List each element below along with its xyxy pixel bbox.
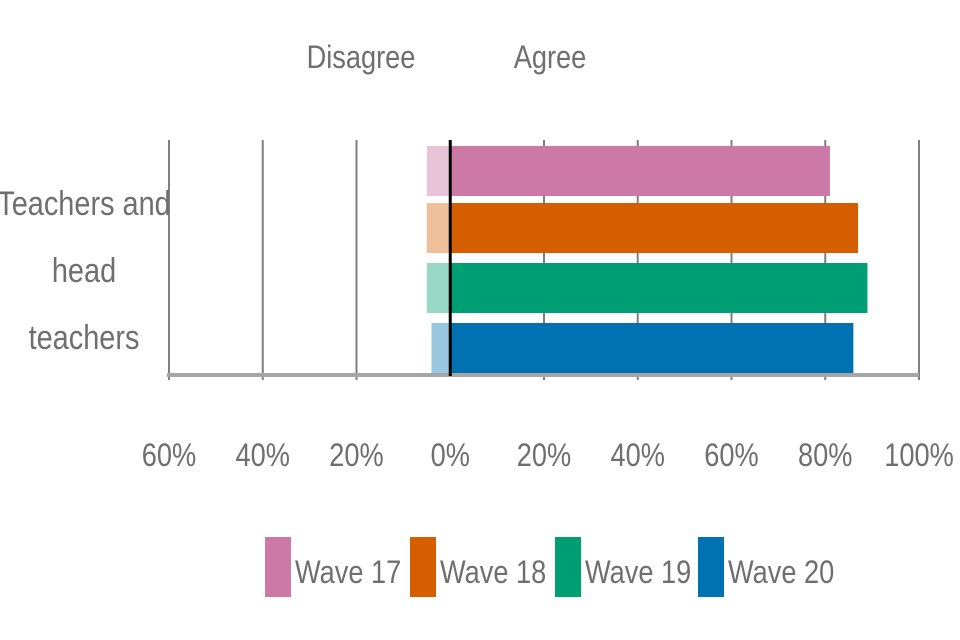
tick-label: 20% (517, 438, 571, 474)
tick-label: 100% (884, 438, 954, 474)
category-label: teachers (29, 318, 140, 357)
bar-agree-wave-18 (450, 203, 859, 253)
tick-label: 20% (329, 438, 383, 474)
legend-label: Wave 19 (585, 555, 691, 591)
legend-swatch (698, 537, 724, 597)
tick-label: 80% (798, 438, 852, 474)
legend-swatch (555, 537, 581, 597)
tick-label: 60% (142, 438, 196, 474)
tick-label: 40% (611, 438, 665, 474)
header-disagree: Disagree (307, 40, 416, 76)
tick-label: 0% (431, 438, 470, 474)
bar-disagree-wave-20 (431, 323, 451, 373)
bar-disagree-wave-19 (426, 263, 451, 313)
bar-disagree-wave-18 (426, 203, 451, 253)
category-label: head (52, 251, 116, 290)
bar-agree-wave-17 (450, 146, 830, 196)
bar-disagree-wave-17 (426, 146, 451, 196)
tick-label: 60% (704, 438, 758, 474)
header-agree: Agree (514, 40, 587, 76)
legend-label: Wave 20 (728, 555, 834, 591)
category-label: Teachers and (0, 184, 171, 223)
legend-label: Wave 17 (295, 555, 401, 591)
legend-label: Wave 18 (440, 555, 546, 591)
bar-agree-wave-19 (450, 263, 868, 313)
tick-label: 40% (236, 438, 290, 474)
bar-agree-wave-20 (450, 323, 854, 373)
legend-swatch (265, 537, 291, 597)
legend-swatch (410, 537, 436, 597)
